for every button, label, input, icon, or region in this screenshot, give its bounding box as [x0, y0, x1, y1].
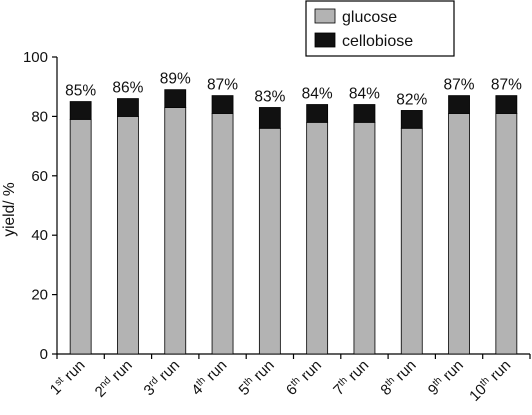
x-category-label-4: 4th run [188, 356, 230, 398]
bar-cellobiose-10 [495, 95, 518, 114]
bar-glucose-10 [495, 113, 518, 355]
legend-label-glucose: glucose [342, 9, 397, 26]
bar-cellobiose-6 [306, 104, 329, 123]
bar-glucose-9 [448, 113, 470, 355]
y-tick-label: 0 [40, 346, 48, 363]
data-label-4: 87% [207, 77, 238, 94]
bar-glucose-3 [164, 107, 187, 355]
bar-cellobiose-7 [353, 104, 376, 123]
data-label-7: 84% [349, 86, 380, 103]
y-tick-label: 80 [31, 108, 48, 125]
data-label-2: 86% [112, 80, 143, 97]
bar-glucose-8 [400, 127, 423, 355]
y-tick-label: 100 [23, 49, 48, 66]
bar-glucose-2 [117, 116, 139, 355]
data-label-5: 83% [254, 88, 285, 105]
bar-cellobiose-1 [69, 101, 92, 120]
legend-swatch-cellobiose [314, 32, 336, 48]
bar-glucose-1 [69, 118, 92, 355]
bar-glucose-7 [353, 121, 376, 355]
data-label-6: 84% [302, 86, 333, 103]
bar-cellobiose-2 [117, 98, 139, 117]
data-label-1: 85% [65, 83, 96, 100]
y-tick-label: 60 [31, 168, 48, 185]
x-category-label-8: 8th run [377, 356, 419, 398]
x-category-label-10: 10th run [466, 356, 514, 404]
x-category-label-9: 9th run [424, 356, 466, 398]
data-label-10: 87% [491, 77, 522, 94]
x-category-label-7: 7th run [330, 356, 372, 398]
bar-cellobiose-9 [448, 95, 470, 114]
x-category-label-2: 2nd run [91, 356, 135, 400]
bar-glucose-6 [306, 121, 329, 355]
y-tick-label: 40 [31, 227, 48, 244]
bar-glucose-4 [211, 113, 234, 355]
bar-glucose-5 [258, 127, 281, 355]
bar-cellobiose-3 [164, 89, 187, 108]
data-label-9: 87% [444, 77, 475, 94]
x-category-label-1: 1st run [46, 356, 88, 398]
legend-swatch-glucose [314, 8, 336, 24]
data-label-3: 89% [160, 71, 191, 88]
bar-cellobiose-4 [211, 95, 234, 114]
x-category-label-3: 3rd run [140, 356, 183, 399]
x-category-label-6: 6th run [283, 356, 325, 398]
legend-label-cellobiose: cellobiose [342, 33, 413, 50]
y-tick-label: 20 [31, 287, 48, 304]
bar-cellobiose-5 [258, 107, 281, 129]
x-category-label-5: 5th run [235, 356, 277, 398]
y-axis-label: yield/ % [1, 182, 18, 236]
data-label-8: 82% [396, 91, 427, 108]
bar-cellobiose-8 [400, 110, 423, 129]
